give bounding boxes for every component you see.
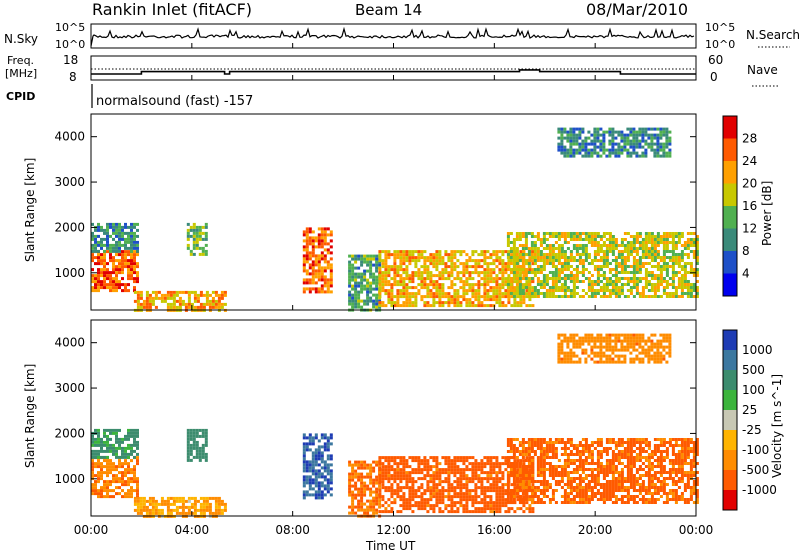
scatter-region-8 [557, 127, 672, 158]
colorbar-frame [722, 329, 738, 511]
freq-tick-8: 8 [69, 70, 77, 84]
nsearch-label: N.Search [746, 28, 800, 42]
colorbar-swatch-6 [723, 251, 737, 274]
scatter-region-8 [557, 333, 672, 364]
colorbar-swatch-4 [723, 410, 737, 431]
colorbar-tick-0: 28 [742, 132, 757, 146]
velocity-axis-ticks: 4000 3000 2000 1000 [54, 336, 696, 486]
x-tick-label-3: 12:00 [376, 523, 411, 537]
scatter-region-2 [133, 290, 227, 312]
colorbar-swatch-0 [723, 330, 737, 351]
y-tick-label-3: 1000 [54, 266, 85, 280]
scatter-region-3 [186, 222, 208, 256]
beam-title: Beam 14 [355, 1, 422, 19]
x-tick-label-4: 16:00 [477, 523, 512, 537]
scatter-region-5 [348, 254, 382, 312]
colorbar-swatch-3 [723, 183, 737, 207]
y-tick-label-2: 2000 [54, 220, 85, 234]
nave-tick-60: 60 [708, 53, 723, 67]
velocity-heatmap [91, 333, 699, 518]
frequency-line [91, 69, 696, 75]
nave-label: Nave [747, 63, 778, 77]
cpid-text: normalsound (fast) -157 [96, 94, 253, 109]
scatter-region-0 [91, 250, 139, 293]
colorbar-tick-4: 12 [742, 222, 757, 236]
colorbar-tick-3: 16 [742, 199, 757, 213]
y-tick-label-0: 4000 [54, 336, 85, 350]
power-heatmap [91, 127, 699, 312]
time-axis-ticks: 00:00 04:00 08:00 12:00 16:00 20:00 00:00 [74, 43, 714, 537]
scatter-region-2 [133, 496, 227, 518]
nsearch-tick-bottom: 10^0 [705, 38, 735, 51]
velocity-y-label: Slant Range [km] [23, 364, 37, 468]
colorbar-tick-5: 8 [742, 244, 750, 258]
scatter-region-7 [506, 438, 699, 504]
scatter-region-4 [302, 227, 333, 294]
colorbar-frame [722, 115, 738, 297]
freq-label-line2: [MHz] [5, 67, 37, 80]
colorbar-tick-1: 500 [742, 363, 765, 377]
nsky-label: N.Sky [4, 32, 38, 46]
scatter-region-1 [91, 428, 139, 459]
scatter-region-4 [302, 433, 333, 500]
colorbar-tick-7: -1000 [742, 483, 777, 497]
colorbar-swatch-4 [723, 206, 737, 229]
colorbar-swatch-7 [723, 273, 737, 297]
power-colorbar: 28 24 20 16 12 8 4 [722, 115, 757, 297]
x-tick-label-6: 00:00 [679, 523, 714, 537]
x-axis-label: Time UT [365, 539, 416, 553]
colorbar-swatch-8 [723, 490, 737, 511]
freq-tick-18: 18 [63, 53, 78, 67]
colorbar-swatch-0 [723, 116, 737, 139]
colorbar-swatch-3 [723, 390, 737, 411]
y-tick-label-1: 3000 [54, 175, 85, 189]
power-axis-ticks: 4000 3000 2000 1000 [54, 130, 696, 280]
scatter-region-6 [378, 250, 535, 308]
colorbar-tick-6: -500 [742, 463, 769, 477]
y-tick-label-0: 4000 [54, 130, 85, 144]
x-tick-label-5: 20:00 [578, 523, 613, 537]
power-colorbar-label: Power [dB] [760, 181, 774, 246]
scatter-region-3 [186, 428, 208, 462]
power-y-label: Slant Range [km] [23, 158, 37, 262]
freq-label-line1: Freq. [7, 54, 34, 67]
colorbar-swatch-5 [723, 228, 737, 252]
station-title: Rankin Inlet (fitACF) [92, 0, 252, 19]
x-tick-label-1: 04:00 [175, 523, 210, 537]
nsky-tick-top: 10^5 [55, 21, 85, 34]
nsky-tick-bottom: 10^0 [55, 38, 85, 51]
colorbar-tick-3: 25 [742, 403, 757, 417]
nsearch-tick-top: 10^5 [705, 21, 735, 34]
y-tick-label-3: 1000 [54, 472, 85, 486]
nave-tick-0: 0 [710, 70, 718, 84]
y-tick-label-2: 2000 [54, 426, 85, 440]
colorbar-swatch-2 [723, 370, 737, 391]
colorbar-tick-2: 100 [742, 383, 765, 397]
scatter-region-7 [506, 232, 699, 298]
colorbar-swatch-6 [723, 450, 737, 471]
colorbar-swatch-1 [723, 138, 737, 162]
colorbar-tick-6: 4 [742, 267, 750, 281]
colorbar-tick-4: -25 [742, 423, 762, 437]
date-title: 08/Mar/2010 [586, 0, 688, 19]
y-tick-label-1: 3000 [54, 381, 85, 395]
nsky-line [90, 26, 695, 47]
scatter-region-5 [348, 460, 382, 518]
colorbar-swatch-1 [723, 350, 737, 371]
scatter-region-1 [91, 222, 139, 253]
colorbar-tick-5: -100 [742, 443, 769, 457]
x-tick-label-2: 08:00 [275, 523, 310, 537]
colorbar-swatch-7 [723, 470, 737, 491]
velocity-colorbar-label: Velocity [m s^-1] [770, 374, 784, 478]
colorbar-swatch-5 [723, 430, 737, 451]
cpid-label: CPID [6, 90, 35, 103]
velocity-colorbar: 1000 500 100 25 -25 -100 -500 -1000 [722, 329, 777, 511]
colorbar-swatch-2 [723, 161, 737, 184]
colorbar-tick-2: 20 [742, 177, 757, 191]
scatter-region-0 [91, 456, 139, 499]
x-tick-label-0: 00:00 [74, 523, 109, 537]
colorbar-tick-1: 24 [742, 154, 757, 168]
colorbar-tick-0: 1000 [742, 343, 773, 357]
